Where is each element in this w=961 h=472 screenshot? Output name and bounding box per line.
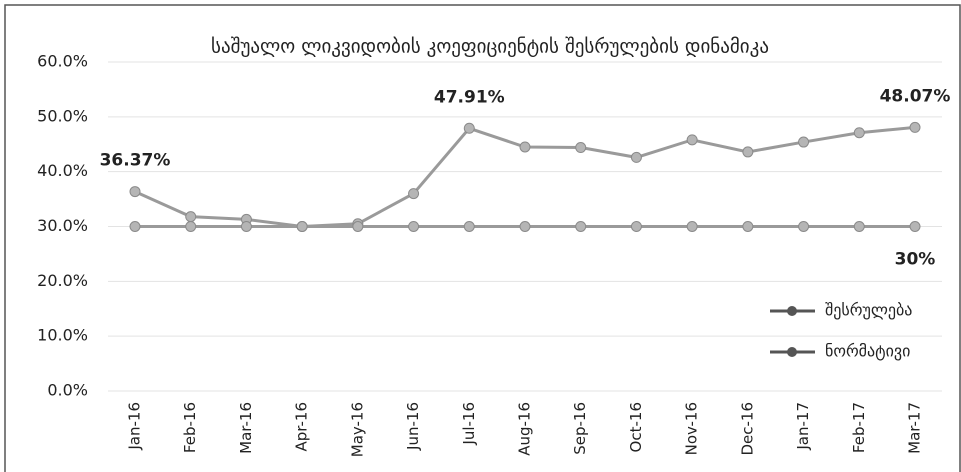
data-point bbox=[853, 127, 865, 139]
data-label: 30% bbox=[895, 250, 936, 270]
x-tick-label: Mar-17 bbox=[906, 402, 924, 454]
data-point bbox=[463, 122, 475, 134]
data-point bbox=[129, 221, 141, 232]
data-point bbox=[909, 221, 921, 232]
data-point bbox=[185, 221, 197, 232]
x-tick-label: Nov-16 bbox=[683, 402, 701, 455]
data-point bbox=[853, 221, 865, 232]
legend-marker bbox=[787, 347, 797, 357]
chart-title: საშუალო ლიკვიდობის კოეფიციენტის შესრულებ… bbox=[211, 36, 769, 58]
data-point bbox=[408, 221, 420, 232]
y-tick-label: 30.0% bbox=[37, 216, 88, 235]
x-tick-label: Apr-16 bbox=[293, 402, 311, 452]
y-tick-label: 40.0% bbox=[37, 161, 88, 180]
data-point bbox=[630, 151, 642, 163]
legend-marker bbox=[787, 306, 797, 316]
x-tick-label: Jun-16 bbox=[404, 402, 422, 451]
data-point bbox=[240, 221, 252, 232]
data-point bbox=[742, 146, 754, 158]
data-point bbox=[463, 221, 475, 232]
x-tick-label: Feb-17 bbox=[850, 402, 868, 453]
data-label: 48.07% bbox=[880, 86, 951, 106]
x-tick-label: Jan-17 bbox=[794, 402, 812, 451]
x-tick-label: Oct-16 bbox=[627, 402, 645, 452]
data-point bbox=[185, 211, 197, 223]
x-tick-label: May-16 bbox=[348, 402, 366, 457]
data-point bbox=[686, 221, 698, 232]
data-point bbox=[630, 221, 642, 232]
data-point bbox=[519, 141, 531, 153]
data-point bbox=[296, 221, 308, 232]
y-tick-label: 60.0% bbox=[37, 52, 88, 71]
data-point bbox=[519, 221, 531, 232]
y-tick-label: 20.0% bbox=[37, 271, 88, 290]
x-tick-label: Jan-16 bbox=[126, 402, 144, 451]
data-point bbox=[798, 136, 810, 148]
x-tick-label: Sep-16 bbox=[571, 402, 589, 455]
x-tick-label: Aug-16 bbox=[516, 402, 534, 456]
data-label: 36.37% bbox=[100, 151, 171, 171]
data-label: 47.91% bbox=[434, 87, 505, 107]
data-point bbox=[352, 221, 364, 232]
data-point bbox=[575, 221, 587, 232]
data-point bbox=[129, 186, 141, 198]
x-tick-label: Mar-16 bbox=[237, 402, 255, 454]
y-tick-label: 0.0% bbox=[47, 381, 88, 400]
legend-label: ნორმატივი bbox=[825, 342, 910, 361]
y-tick-label: 50.0% bbox=[37, 106, 88, 125]
legend-label: შესრულება bbox=[825, 301, 912, 320]
data-point bbox=[575, 142, 587, 154]
data-point bbox=[742, 221, 754, 232]
y-tick-label: 10.0% bbox=[37, 326, 88, 345]
data-point bbox=[798, 221, 810, 232]
x-tick-label: Feb-16 bbox=[181, 402, 199, 453]
x-tick-label: Dec-16 bbox=[738, 402, 756, 456]
data-point bbox=[686, 134, 698, 146]
x-tick-label: Jul-16 bbox=[460, 402, 478, 446]
data-point bbox=[909, 121, 921, 133]
frame bbox=[4, 4, 961, 472]
data-point bbox=[408, 188, 420, 200]
